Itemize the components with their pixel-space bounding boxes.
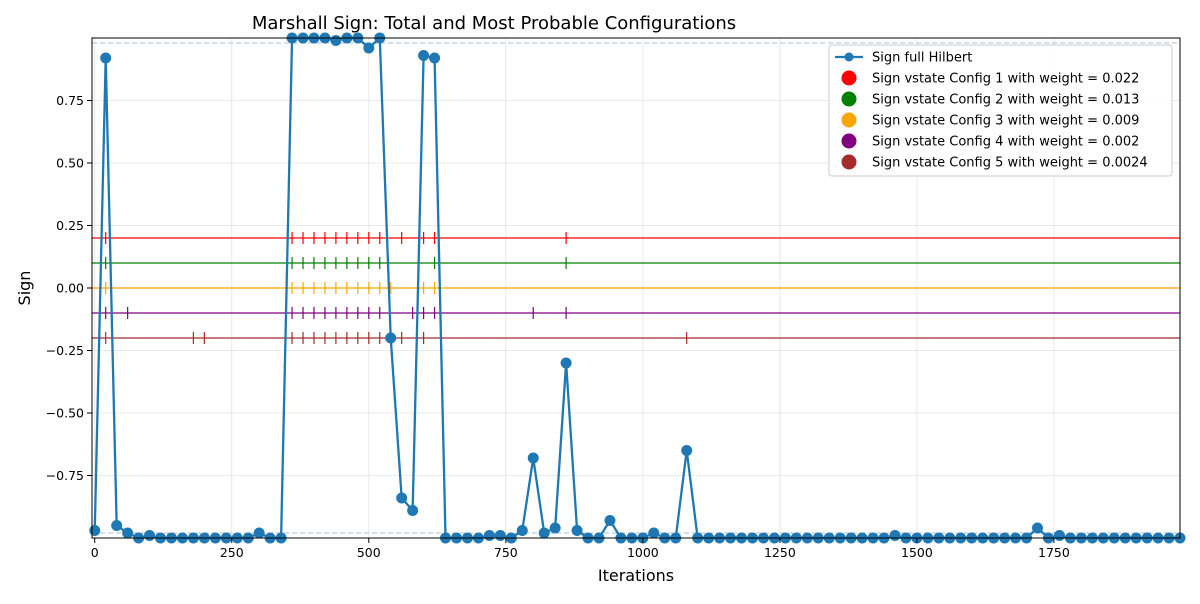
full-hilbert-point	[111, 520, 123, 531]
full-hilbert-point	[516, 525, 528, 536]
x-tick-label: 250	[220, 545, 244, 560]
y-tick-label: 0.00	[56, 281, 84, 296]
full-hilbert-point	[681, 445, 693, 456]
full-hilbert-point	[571, 525, 583, 536]
full-hilbert-point	[363, 42, 375, 54]
full-hilbert-point	[1053, 530, 1065, 541]
legend-box	[828, 44, 1173, 177]
legend-config-5-label: Sign vstate Config 5 with weight = 0.002…	[872, 156, 1148, 171]
legend: Sign full Hilbert Sign vstate Config 1 wi…	[828, 44, 1173, 177]
full-hilbert-point	[396, 492, 408, 504]
x-axis-label: Iterations	[598, 566, 674, 585]
legend-config-3-label: Sign vstate Config 3 with weight = 0.009	[872, 114, 1139, 129]
full-hilbert-point	[648, 527, 660, 539]
full-hilbert-point	[122, 527, 134, 539]
x-tick-label: 1250	[764, 545, 796, 560]
x-tick-label: 500	[357, 545, 381, 560]
y-tick-label: 0.25	[56, 218, 84, 233]
chart-title: Marshall Sign: Total and Most Probable C…	[252, 13, 736, 34]
x-tick-label: 0	[91, 545, 99, 560]
full-hilbert-point	[330, 35, 342, 46]
legend-full-hilbert-marker	[844, 52, 854, 62]
legend-full-hilbert-label: Sign full Hilbert	[872, 51, 972, 66]
full-hilbert-point	[144, 530, 156, 541]
x-tick-label: 750	[494, 545, 518, 560]
reference-lines	[92, 42, 1180, 534]
full-hilbert-point	[549, 522, 561, 534]
legend-config-1-marker	[841, 70, 857, 86]
full-hilbert-point	[494, 530, 506, 541]
full-hilbert-point	[1031, 522, 1043, 534]
y-tick-label: 0.75	[56, 93, 84, 108]
legend-config-2-label: Sign vstate Config 2 with weight = 0.013	[872, 93, 1139, 108]
full-hilbert-point	[89, 525, 101, 536]
full-hilbert-point	[429, 52, 441, 64]
full-hilbert-point	[483, 530, 495, 541]
full-hilbert-point	[407, 505, 419, 516]
full-hilbert-point	[889, 530, 901, 541]
y-axis-ticks: −0.75 −0.50 −0.25 0.00 0.25 0.50 0.75	[46, 93, 92, 483]
y-tick-label: 0.50	[56, 156, 84, 171]
x-tick-label: 1000	[627, 545, 659, 560]
full-hilbert-point	[527, 452, 539, 464]
full-hilbert-point	[560, 357, 572, 369]
legend-config-4-label: Sign vstate Config 4 with weight = 0.002	[872, 135, 1139, 150]
full-hilbert-point	[538, 527, 550, 539]
legend-config-3-marker	[841, 112, 857, 128]
legend-config-4-marker	[841, 133, 857, 149]
y-axis-label: Sign	[15, 271, 34, 306]
full-hilbert-point	[604, 515, 616, 526]
x-tick-label: 1500	[901, 545, 933, 560]
y-tick-label: −0.50	[46, 406, 84, 421]
y-tick-label: −0.75	[46, 468, 84, 483]
legend-config-5-marker	[841, 154, 857, 170]
full-hilbert-point	[418, 50, 430, 61]
legend-config-2-marker	[841, 91, 857, 107]
config-series-group	[92, 232, 1180, 344]
x-axis-ticks: 0 250 500 750 1000 1250 1500 1750	[91, 538, 1070, 560]
full-hilbert-point	[100, 52, 112, 64]
x-tick-label: 1750	[1038, 545, 1070, 560]
full-hilbert-point	[253, 527, 265, 539]
full-hilbert-point	[385, 332, 397, 344]
legend-config-1-label: Sign vstate Config 1 with weight = 0.022	[872, 72, 1139, 87]
y-tick-label: −0.25	[46, 343, 84, 358]
